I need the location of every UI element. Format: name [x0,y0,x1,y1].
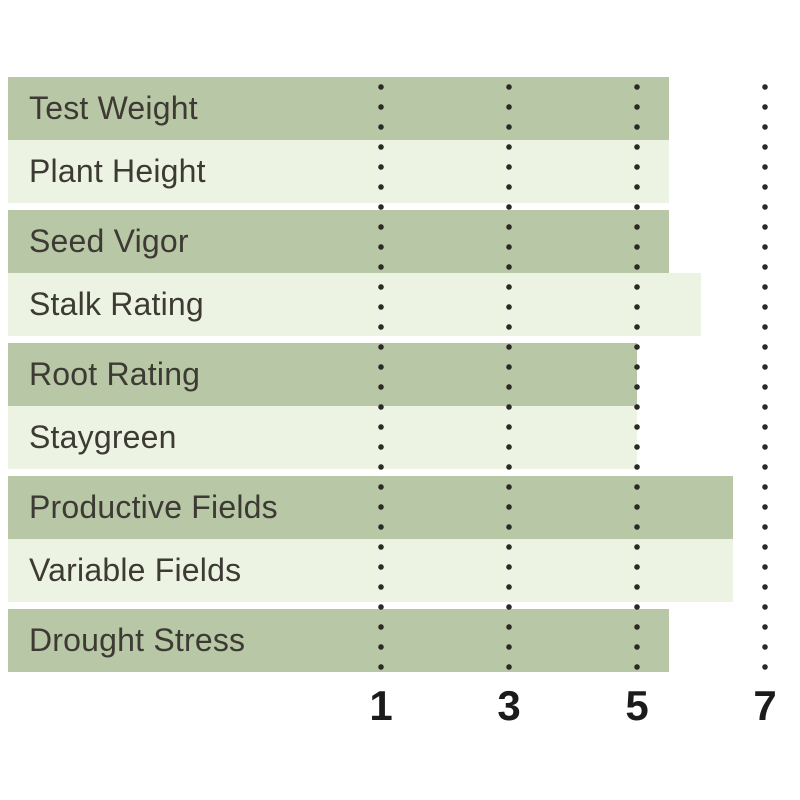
chart-row-test-weight: Test Weight [8,77,669,140]
dotted-gridline-5 [634,77,640,677]
chart-row-variable-fields: Variable Fields [8,539,733,602]
x-tick-label: 7 [753,682,777,729]
x-tick-label: 3 [497,682,521,729]
trait-label: Variable Fields [29,552,242,588]
chart-row-seed-vigor: Seed Vigor [8,210,669,273]
dotted-gridline-1 [378,77,384,677]
trait-label: Productive Fields [29,489,278,525]
trait-label: Test Weight [29,90,198,126]
chart-row-stalk-rating: Stalk Rating [8,273,701,336]
chart-row-plant-height: Plant Height [8,140,669,203]
trait-label: Stalk Rating [29,286,204,322]
chart-row-staygreen: Staygreen [8,406,637,469]
trait-label: Seed Vigor [29,223,189,259]
x-tick-label: 5 [625,682,649,729]
chart-row-productive-fields: Productive Fields [8,476,733,539]
chart-row-drought-stress: Drought Stress [8,609,669,672]
trait-label: Plant Height [29,153,206,189]
dotted-gridline-3 [506,77,512,677]
dotted-gridline-7 [762,77,768,677]
x-tick-label: 1 [369,682,393,729]
trait-label: Staygreen [29,419,177,455]
trait-label: Root Rating [29,356,201,392]
trait-label: Drought Stress [29,622,246,658]
chart-row-root-rating: Root Rating [8,343,637,406]
